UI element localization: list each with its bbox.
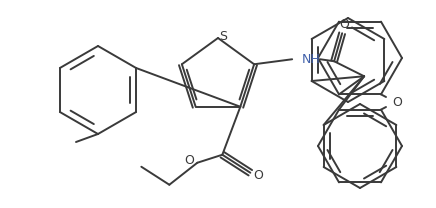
Text: O: O bbox=[339, 18, 349, 31]
Text: NH: NH bbox=[302, 53, 321, 66]
Text: S: S bbox=[219, 30, 227, 42]
Text: O: O bbox=[184, 154, 194, 167]
Text: O: O bbox=[392, 95, 402, 109]
Text: O: O bbox=[253, 169, 263, 182]
